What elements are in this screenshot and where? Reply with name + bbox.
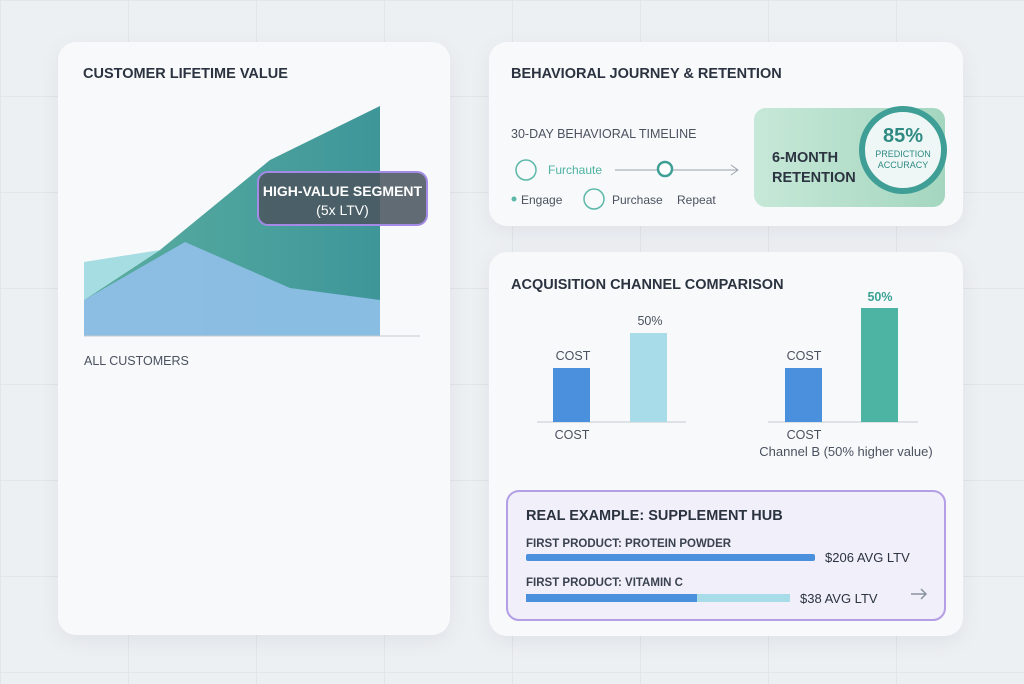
tooltip-text: (5x LTV)	[316, 202, 369, 218]
timeline-arrow	[730, 164, 739, 176]
title: ACQUISITION CHANNEL COMPARISON	[511, 277, 784, 293]
bar	[785, 368, 822, 422]
ltv-card	[58, 42, 450, 635]
step: Repeat	[677, 193, 716, 207]
accuracy-label: ACCURACY	[877, 160, 929, 170]
title: CUSTOMER LIFETIME VALUE	[83, 66, 288, 82]
row-value: $38 AVG LTV	[800, 591, 878, 606]
example-title: REAL EXAMPLE: SUPPLEMENT HUB	[526, 508, 783, 524]
progress-bar	[526, 554, 815, 561]
timeline-dot	[656, 160, 674, 178]
bar	[861, 308, 898, 422]
row-label: FIRST PRODUCT: VITAMIN C	[526, 577, 683, 589]
label: ALL CUSTOMERS	[84, 354, 189, 368]
bullet	[511, 196, 517, 202]
bar-label: COST	[555, 349, 591, 363]
tooltip	[257, 171, 428, 226]
title: BEHAVIORAL JOURNEY & RETENTION	[511, 66, 782, 82]
retention: 6-MONTH	[772, 150, 839, 166]
caption: Channel B (50% higher value)	[759, 444, 933, 459]
step: Furchaute	[548, 163, 603, 177]
bar-label: COST	[786, 349, 822, 363]
bar-label: 50%	[867, 290, 893, 304]
step: Purchase	[612, 193, 663, 207]
axis-label: COST	[786, 428, 822, 442]
tooltip-text: HIGH-VALUE SEGMENT	[262, 183, 423, 199]
retention: RETENTION	[772, 170, 856, 186]
accuracy-ring	[859, 106, 947, 194]
subtitle: 30-DAY BEHAVIORAL TIMELINE	[511, 127, 697, 141]
accuracy-label: PREDICTION	[875, 149, 931, 159]
progress-bar	[697, 594, 790, 602]
arrow-icon	[911, 588, 928, 600]
step: Engage	[521, 193, 563, 207]
bar	[630, 333, 667, 422]
area-light	[84, 250, 160, 300]
progress-bar	[526, 594, 697, 602]
row-value: $206 AVG LTV	[825, 550, 910, 565]
bar	[553, 368, 590, 422]
bar-label: 50%	[637, 314, 663, 328]
icon	[515, 159, 537, 181]
icon	[583, 188, 605, 210]
accuracy-value: 85%	[882, 125, 924, 147]
axis-label: COST	[554, 428, 590, 442]
row-label: FIRST PRODUCT: PROTEIN POWDER	[526, 538, 732, 550]
area-all	[84, 242, 380, 336]
